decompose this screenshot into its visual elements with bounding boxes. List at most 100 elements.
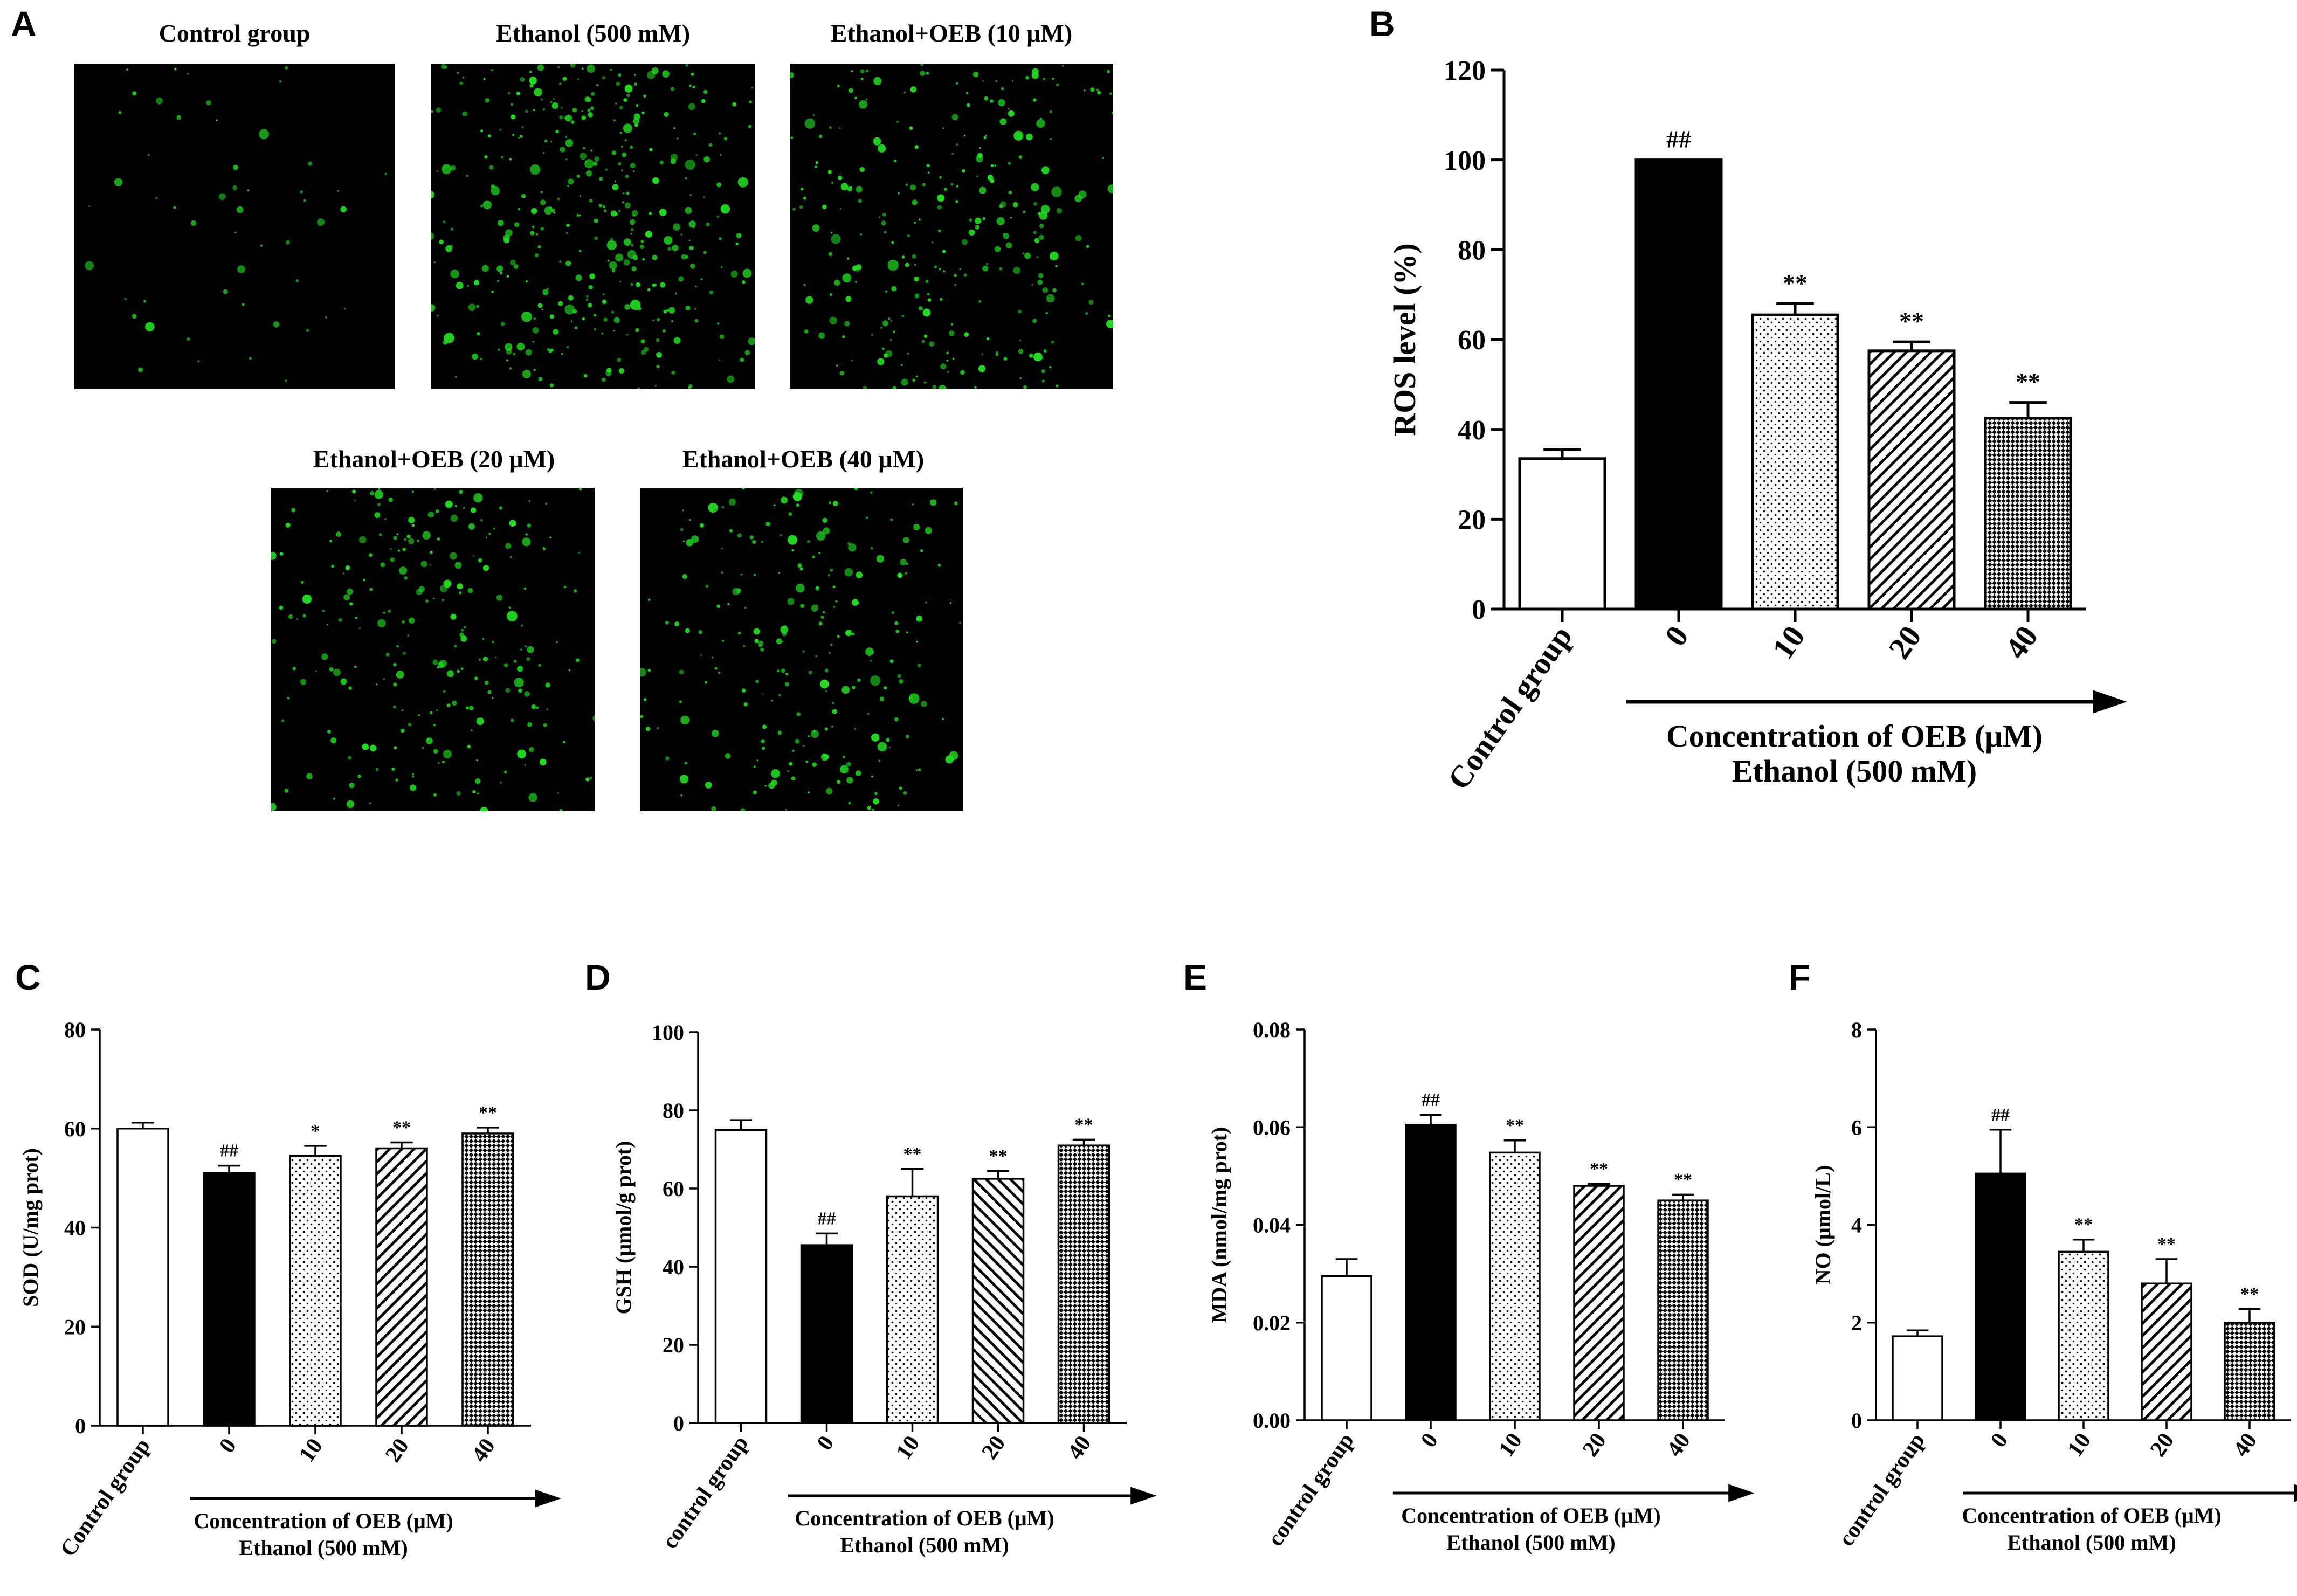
fluorescent-spot [882,347,885,350]
fluorescent-spot [427,738,430,740]
fluorescent-spot [645,230,652,238]
fluorescent-spot [744,606,747,609]
fluorescent-spot [609,261,617,270]
bar [1634,158,1723,611]
fluorescent-spot [1034,238,1040,244]
fluorescent-spot [762,747,765,750]
fluorescent-spot [496,265,503,272]
fluorescent-spot [349,783,355,789]
fluorescent-spot [511,103,513,106]
bar [1405,1123,1457,1421]
fluorescent-spot [915,769,918,771]
fluorescent-spot [509,367,512,370]
significance-label: ## [1991,1105,2010,1125]
fluorescent-spot [529,71,532,73]
fluorescent-spot [443,220,446,224]
fluorescent-spot [370,490,375,496]
fluorescent-spot [521,311,532,322]
arrow-head [2093,690,2127,714]
fluorescent-spot [789,762,793,766]
fluorescent-spot [249,357,252,360]
fluorescent-spot [799,205,803,209]
bar [116,1128,169,1427]
fluorescent-spot [442,761,445,764]
fluorescent-spot [484,680,489,685]
fluorescent-spot [782,631,787,637]
fluorescent-spot [886,738,890,742]
fluorescent-spot [857,271,859,273]
fluorescent-spot [114,178,123,186]
fluorescent-spot [847,257,850,260]
fluorescent-spot [804,118,816,129]
fluorescent-spot [1037,279,1043,285]
fluorescent-spot [618,368,625,374]
fluorescent-spot [956,185,958,188]
fluorescent-spot [404,576,408,580]
fluorescent-spot [411,524,415,527]
fluorescent-spot [853,488,858,490]
fluorescent-spot [1012,80,1014,82]
fluorescent-spot [577,78,579,80]
fluorescent-spot [306,329,309,332]
fluorescent-spot [358,627,361,630]
fluorescent-spot [744,350,750,356]
fluorescent-spot [459,81,463,85]
fluorescent-spot [582,67,584,70]
fluorescent-spot [630,282,633,286]
fluorescent-spot [348,686,352,690]
fluorescent-spot [451,227,453,231]
fluorescent-spot [804,329,809,334]
fluorescent-spot [303,199,306,202]
fluorescent-spot [631,244,633,247]
fluorescent-spot [431,232,434,240]
fluorescent-spot [791,549,794,552]
fluorescent-spot [543,152,545,154]
fluorescent-spot [755,680,759,683]
fluorescent-spot [651,67,659,74]
fluorescent-spot [855,770,861,776]
fluorescent-spot [873,137,881,146]
fluorescent-spot [819,134,823,139]
fluorescent-spot [852,265,858,271]
fluorescent-spot [442,164,452,175]
fluorescent-spot [247,189,250,191]
fluorescent-spot [885,350,893,357]
fluorescent-spot [349,602,353,606]
fluorescent-spot [422,747,424,749]
fluorescent-spot [464,626,466,628]
fluorescent-spot [966,103,970,107]
fluorescent-spot [815,161,818,164]
y-tick-label: 8 [1851,1018,1862,1042]
fluorescent-spot [491,291,494,293]
fluorescent-spot [486,536,487,538]
fluorescent-spot [1050,251,1059,261]
fluorescent-spot [333,797,336,800]
arrow-head [1728,1484,1755,1502]
fluorescent-spot [990,164,994,167]
fluorescent-spot [480,519,483,522]
y-tick-label: 0 [1472,595,1486,625]
fluorescent-spot [848,543,857,552]
fluorescent-spot [771,700,773,702]
fluorescent-spot [955,200,958,203]
fluorescent-spot [688,220,696,228]
fluorescent-spot [871,334,873,336]
fluorescent-spot [1008,110,1015,117]
fluorescent-spot [703,156,710,163]
fluorescent-spot [827,170,832,174]
fluorescent-spot [402,547,406,551]
chart-c: 0 20 40 60 80 SOD (U/mg prot) Control group ## 0… [18,1018,561,1562]
fluorescent-spot [685,64,688,67]
fluorescent-spot [937,194,945,202]
fluorescent-spot [914,222,916,224]
fluorescent-spot [579,215,581,217]
fluorescent-spot [509,158,512,161]
fluorescent-spot [709,290,714,295]
fluorescent-spot [537,245,541,248]
fluorescent-spot [879,216,881,218]
fluorescent-spot [132,91,137,96]
fluorescent-spot [538,377,543,382]
fluorescent-spot [508,92,511,94]
fluorescent-spot [501,156,504,159]
fluorescent-spot [1052,288,1057,293]
